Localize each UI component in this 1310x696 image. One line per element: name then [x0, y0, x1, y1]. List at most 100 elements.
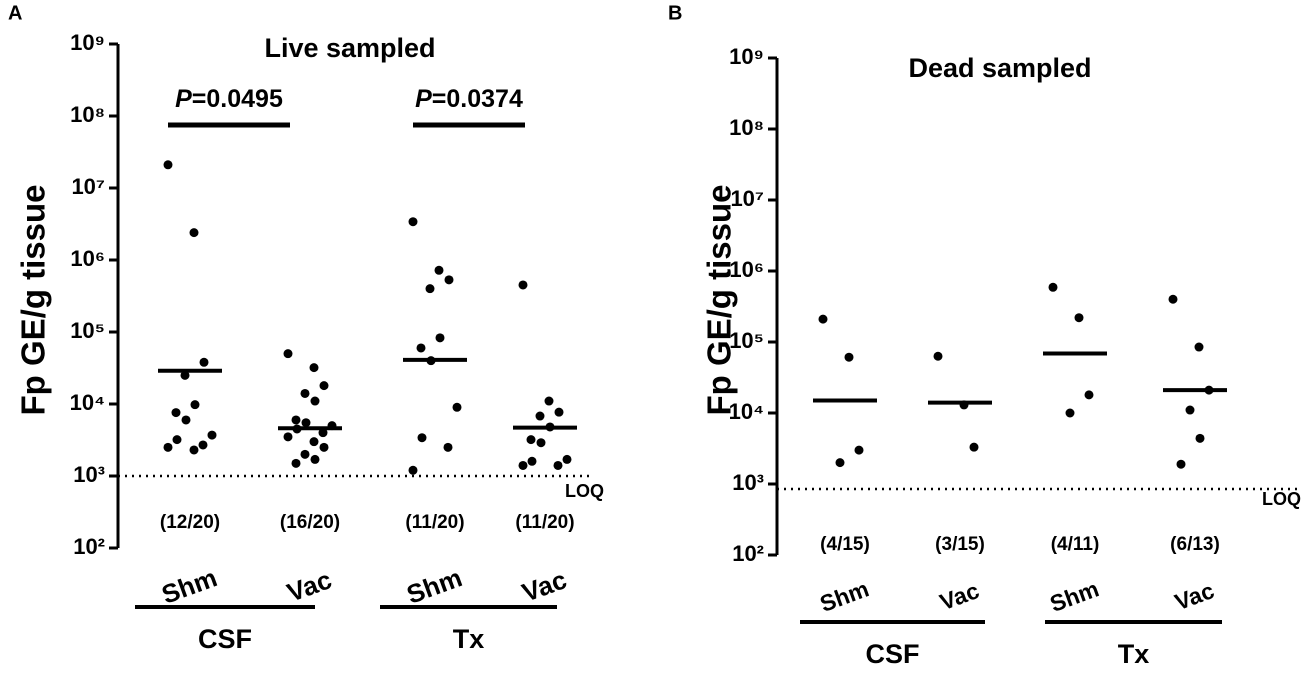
data-point — [319, 381, 329, 391]
count-label: (11/20) — [515, 512, 574, 533]
data-point — [417, 433, 427, 443]
data-point — [309, 363, 319, 373]
panel-letter: A — [8, 2, 22, 24]
data-point — [190, 400, 200, 410]
data-point — [1074, 313, 1084, 323]
data-point — [1176, 459, 1186, 469]
data-point — [291, 458, 301, 468]
x-tick-label: Vac — [936, 577, 982, 615]
data-point — [408, 217, 418, 227]
data-point — [452, 402, 462, 412]
data-point — [844, 352, 854, 362]
y-tick-label: 10⁴ — [729, 399, 764, 424]
data-point — [310, 396, 320, 406]
data-point — [1195, 433, 1205, 443]
p-value: P=0.0495 — [175, 85, 283, 113]
data-point — [283, 349, 293, 359]
y-tick-label: 10⁵ — [729, 328, 764, 353]
y-tick-label: 10² — [732, 541, 764, 566]
data-point — [443, 442, 453, 452]
data-point — [1048, 282, 1058, 292]
y-tick-label: 10⁹ — [729, 44, 764, 69]
count-label: (4/15) — [820, 534, 870, 555]
data-point — [553, 460, 563, 470]
data-point — [180, 370, 190, 380]
y-tick-label: 10⁴ — [70, 390, 105, 415]
data-point — [319, 442, 329, 452]
data-point — [300, 449, 310, 459]
data-point — [416, 343, 426, 353]
x-tick-label: Shm — [1046, 575, 1102, 616]
data-point — [818, 314, 828, 324]
p-number: =0.0495 — [192, 85, 283, 113]
data-point — [198, 440, 208, 450]
data-point — [933, 351, 943, 361]
group-label: CSF — [866, 639, 920, 669]
count-label: (12/20) — [160, 512, 220, 533]
p-number: =0.0374 — [432, 85, 523, 113]
group-label: Tx — [453, 624, 485, 654]
data-point — [527, 456, 537, 466]
data-point — [562, 454, 572, 464]
p-symbol: P — [175, 85, 192, 113]
y-tick-label: 10⁵ — [70, 318, 105, 343]
count-label: (16/20) — [280, 512, 340, 533]
data-point — [171, 408, 181, 418]
y-tick-label: 10⁷ — [730, 186, 764, 211]
count-label: (3/15) — [935, 534, 985, 555]
data-point — [181, 415, 191, 425]
x-tick-label: Shm — [816, 575, 872, 616]
data-point — [444, 275, 454, 285]
data-point — [544, 396, 554, 406]
data-point — [163, 442, 173, 452]
data-point — [854, 445, 864, 455]
data-point — [518, 460, 528, 470]
data-point — [518, 280, 528, 290]
count-label: (4/11) — [1051, 534, 1100, 555]
data-point — [969, 442, 979, 452]
y-tick-label: 10⁹ — [70, 30, 105, 55]
panel-letter: B — [668, 2, 682, 24]
x-tick-label: Vac — [283, 564, 335, 608]
data-point — [434, 265, 444, 275]
data-point — [425, 284, 435, 294]
x-tick-label: Vac — [1171, 577, 1217, 615]
y-tick-label: 10⁸ — [729, 115, 764, 140]
data-point — [301, 418, 311, 428]
p-symbol: P — [415, 85, 432, 113]
data-point — [309, 437, 319, 447]
loq-label: LOQ — [1262, 489, 1301, 509]
y-tick-label: 10⁶ — [729, 257, 764, 282]
y-tick-label: 10³ — [732, 470, 764, 495]
data-point — [318, 428, 328, 438]
y-tick-label: 10⁷ — [71, 174, 105, 199]
p-value: P=0.0374 — [415, 85, 523, 113]
count-label: (11/20) — [405, 512, 464, 533]
data-point — [526, 435, 536, 445]
data-point — [189, 445, 199, 455]
x-tick-label: Shm — [403, 562, 466, 609]
data-point — [435, 333, 445, 343]
data-point — [1185, 405, 1195, 415]
y-tick-label: 10⁶ — [70, 246, 105, 271]
data-point — [536, 438, 546, 448]
data-point — [283, 432, 293, 442]
y-tick-label: 10³ — [73, 462, 105, 487]
x-tick-label: Shm — [158, 562, 221, 609]
chart-title: Live sampled — [264, 33, 435, 63]
data-point — [199, 357, 209, 367]
data-point — [300, 388, 310, 398]
data-point — [207, 430, 217, 440]
group-label: CSF — [198, 624, 252, 654]
data-point — [189, 228, 199, 238]
data-point — [1084, 390, 1094, 400]
data-point — [310, 454, 320, 464]
group-label: Tx — [1118, 639, 1150, 669]
data-point — [291, 415, 301, 425]
data-point — [1194, 342, 1204, 352]
y-tick-label: 10⁸ — [70, 102, 105, 127]
data-point — [408, 465, 418, 475]
data-point — [554, 407, 564, 417]
y-tick-label: 10² — [73, 534, 105, 559]
